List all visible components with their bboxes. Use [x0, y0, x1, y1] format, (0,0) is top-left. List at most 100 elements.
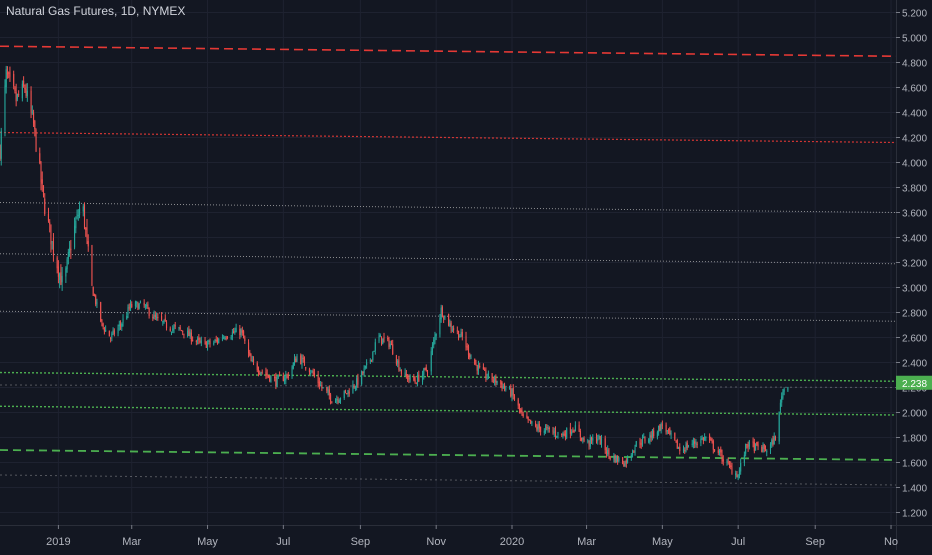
candle-down [675, 440, 677, 442]
candle-down [564, 433, 566, 438]
candle-up [67, 251, 69, 259]
candle-up [77, 215, 79, 217]
candle-up [230, 336, 232, 340]
candle-up [718, 450, 721, 453]
candle-down [461, 331, 463, 337]
candle-up [121, 323, 123, 327]
candle-up [735, 473, 737, 476]
candle-down [747, 444, 749, 448]
candle-up [352, 384, 354, 394]
candle-down [492, 380, 494, 382]
candle-up [112, 330, 114, 333]
candle-down [49, 222, 51, 225]
candle-down [279, 374, 281, 377]
candle-down [413, 376, 415, 381]
candle-up [78, 208, 81, 215]
candle-up [296, 355, 298, 362]
candle-down [362, 371, 364, 374]
candle-down [517, 399, 519, 406]
candle-down [425, 367, 427, 371]
candle-down [261, 371, 263, 373]
candle-down [56, 257, 58, 269]
candle-down [453, 328, 455, 330]
candle-down [249, 352, 251, 356]
candle-up [494, 376, 496, 382]
level-line-white-dotted-faint[interactable] [0, 474, 897, 486]
y-tick-label: 3.600 [902, 209, 927, 220]
candle-up [670, 433, 672, 435]
candle-down [34, 120, 36, 130]
candle-up [31, 111, 33, 113]
candle-up [737, 474, 739, 478]
candle-down [552, 429, 554, 432]
candle-down [266, 373, 268, 376]
candle-down [398, 359, 400, 370]
candle-up [251, 360, 253, 362]
candle-up [336, 399, 338, 401]
candle-up [334, 399, 337, 403]
candle-up [779, 402, 781, 411]
candle-down [491, 373, 493, 381]
candle-down [318, 381, 320, 387]
y-tick-label: 5.000 [902, 34, 927, 45]
candle-up [66, 259, 68, 270]
y-tick-label: 4.600 [902, 84, 927, 95]
candle-down [756, 442, 758, 445]
candle-down [286, 374, 288, 376]
candle-down [520, 409, 522, 412]
candle-down [100, 302, 102, 322]
candle-down [269, 375, 271, 382]
candle-up [127, 307, 129, 315]
candles [0, 65, 789, 481]
candle-down [467, 346, 470, 356]
x-tick-label: Nov [426, 536, 446, 548]
level-line-green-dashed[interactable] [0, 449, 897, 461]
candle-down [617, 456, 619, 462]
candle-up [587, 440, 589, 442]
candle-down [465, 336, 467, 348]
candle-down [752, 441, 754, 444]
level-line-green-dotted[interactable] [0, 371, 897, 382]
candle-up [397, 360, 399, 364]
candle-down [192, 340, 194, 342]
candle-down [252, 358, 255, 363]
candle-up [537, 425, 539, 431]
candle-up [624, 461, 626, 467]
candle-down [573, 430, 575, 432]
candle-down [702, 437, 704, 441]
level-line-white-dotted-faint[interactable] [0, 384, 897, 388]
candle-down [512, 387, 514, 396]
candle-down [757, 444, 759, 447]
candle-up [439, 317, 441, 335]
candle-down [696, 443, 698, 445]
candle-up [543, 430, 545, 433]
candle-up [382, 338, 384, 345]
candle-down [300, 355, 302, 364]
candle-up [502, 386, 504, 389]
candle-down [147, 304, 149, 309]
candle-up [738, 470, 740, 476]
candle-down [448, 314, 450, 326]
candle-down [353, 385, 355, 388]
candle-down [160, 315, 163, 321]
candle-up [69, 247, 71, 254]
candle-down [23, 80, 25, 87]
candle-down [426, 371, 429, 373]
candle-down [388, 338, 390, 348]
candle-down [180, 330, 182, 332]
level-line-green-dotted[interactable] [0, 405, 897, 416]
candle-up [745, 443, 747, 454]
candle-up [433, 339, 435, 346]
candle-down [52, 238, 54, 256]
candle-up [379, 335, 381, 338]
candle-down [137, 303, 139, 310]
candle-up [354, 386, 356, 389]
candle-down [371, 359, 373, 361]
candle-down [456, 330, 458, 332]
level-line-red-dashed[interactable] [0, 45, 897, 58]
level-line-red-dotted[interactable] [0, 131, 897, 144]
candle-down [518, 403, 521, 410]
